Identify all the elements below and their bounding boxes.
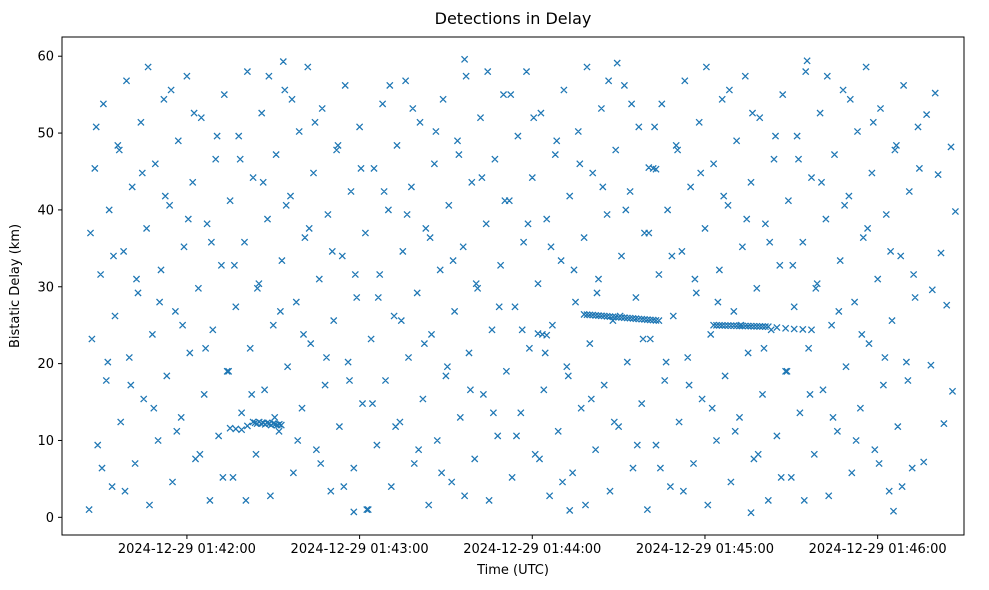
x-tick-label: 2024-12-29 01:46:00: [809, 542, 947, 557]
y-tick-label: 60: [37, 50, 54, 65]
x-tick-label: 2024-12-29 01:45:00: [636, 542, 774, 557]
y-tick-label: 40: [37, 203, 54, 218]
x-axis-label: Time (UTC): [476, 563, 549, 578]
x-tick-label: 2024-12-29 01:43:00: [291, 542, 429, 557]
y-tick-label: 50: [37, 127, 54, 142]
chart-title: Detections in Delay: [435, 9, 592, 28]
y-tick-label: 10: [37, 434, 54, 449]
axes-frame: [61, 36, 965, 536]
x-tick-label: 2024-12-29 01:44:00: [463, 542, 601, 557]
y-axis-label: Bistatic Delay (km): [8, 224, 23, 348]
scatter-points: [85, 55, 959, 517]
y-tick-label: 30: [37, 280, 54, 295]
y-tick-label: 0: [46, 511, 54, 526]
y-tick-label: 20: [37, 357, 54, 372]
x-tick-label: 2024-12-29 01:42:00: [118, 542, 256, 557]
